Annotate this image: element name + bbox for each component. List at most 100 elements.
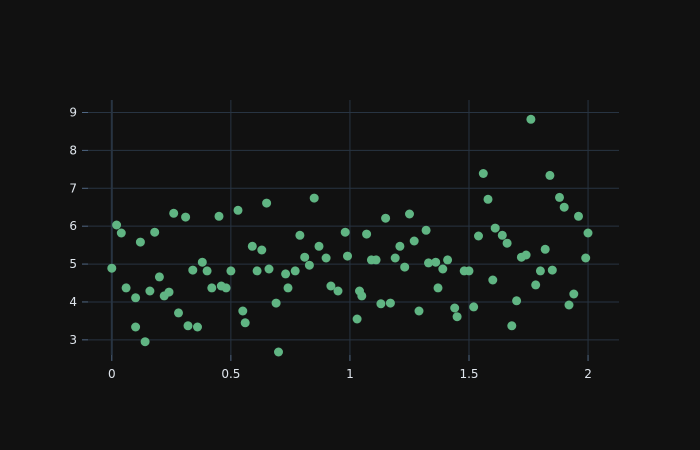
data-point[interactable] [450,303,460,313]
data-point[interactable] [314,241,324,251]
data-point[interactable] [174,308,183,318]
data-point[interactable] [409,236,419,246]
data-point[interactable] [300,252,310,262]
data-point[interactable] [145,286,155,296]
data-point[interactable] [274,347,283,357]
data-point[interactable] [283,283,293,293]
data-point[interactable] [431,257,441,267]
data-point[interactable] [390,253,400,263]
data-point[interactable] [290,266,300,276]
data-point[interactable] [271,298,281,308]
data-point[interactable] [309,193,319,203]
data-point[interactable] [226,266,236,276]
data-point[interactable] [385,298,395,308]
data-point[interactable] [343,251,352,261]
data-point[interactable] [381,213,391,223]
data-point[interactable] [238,306,248,316]
data-point[interactable] [247,241,257,251]
data-point[interactable] [107,263,117,273]
data-point[interactable] [183,321,193,331]
data-point[interactable] [400,262,410,272]
data-point[interactable] [464,266,474,276]
data-point[interactable] [207,283,217,293]
data-point[interactable] [304,260,314,270]
data-point[interactable] [535,266,545,276]
data-point[interactable] [581,253,591,263]
data-point[interactable] [433,283,443,293]
data-point[interactable] [221,283,231,293]
data-point[interactable] [371,255,381,265]
data-point[interactable] [512,296,522,306]
data-point[interactable] [164,287,174,297]
data-point[interactable] [321,253,331,263]
data-point[interactable] [483,194,493,204]
data-point[interactable] [140,337,150,347]
data-point[interactable] [395,241,405,251]
data-point[interactable] [116,228,126,238]
data-point[interactable] [112,220,122,230]
data-point[interactable] [352,314,362,324]
y-tick-label: 8 [69,143,77,157]
data-point[interactable] [574,211,583,221]
data-point[interactable] [555,192,564,202]
data-point[interactable] [131,293,141,303]
data-point[interactable] [490,223,500,233]
data-point[interactable] [443,255,453,265]
data-point[interactable] [240,318,250,328]
data-point[interactable] [357,291,367,301]
data-point[interactable] [497,230,507,240]
data-point[interactable] [262,198,272,208]
data-point[interactable] [333,286,343,296]
data-point[interactable] [181,212,191,222]
data-point[interactable] [202,266,212,276]
x-tick-label: 1.5 [459,367,478,381]
data-point[interactable] [502,238,512,248]
data-point[interactable] [545,170,555,180]
x-tick-label: 2 [584,367,592,381]
data-point[interactable] [507,321,517,331]
data-point[interactable] [521,250,531,260]
y-tick-label: 3 [69,333,77,347]
data-point[interactable] [531,280,541,290]
data-point[interactable] [252,266,262,276]
data-point[interactable] [469,302,479,312]
data-point[interactable] [376,299,386,309]
data-point[interactable] [488,275,498,285]
data-point[interactable] [564,300,574,310]
data-point[interactable] [474,231,483,241]
data-point[interactable] [150,227,160,237]
data-point[interactable] [414,306,424,316]
data-point[interactable] [326,281,336,291]
data-point[interactable] [257,245,267,255]
data-point[interactable] [438,264,448,274]
data-point[interactable] [547,265,557,275]
data-point[interactable] [193,322,202,332]
data-point[interactable] [405,209,414,219]
data-point[interactable] [421,225,431,235]
data-point[interactable] [281,269,291,279]
data-point[interactable] [340,227,350,237]
y-tick-label: 5 [69,257,77,271]
data-point[interactable] [362,229,372,239]
data-point[interactable] [135,237,145,247]
data-point[interactable] [169,208,179,218]
data-point[interactable] [121,283,131,293]
data-point[interactable] [424,258,433,268]
data-point[interactable] [131,322,141,332]
data-point[interactable] [478,169,488,178]
data-point[interactable] [197,257,207,267]
data-point[interactable] [233,205,243,215]
data-point[interactable] [154,272,164,282]
data-point[interactable] [214,211,224,221]
data-point[interactable] [295,230,305,240]
data-point[interactable] [559,202,569,212]
data-point[interactable] [452,312,462,322]
data-point[interactable] [583,228,593,238]
data-point[interactable] [526,114,536,124]
data-point[interactable] [188,265,198,275]
data-point[interactable] [540,244,550,254]
data-point[interactable] [569,289,579,299]
data-point[interactable] [264,264,274,274]
